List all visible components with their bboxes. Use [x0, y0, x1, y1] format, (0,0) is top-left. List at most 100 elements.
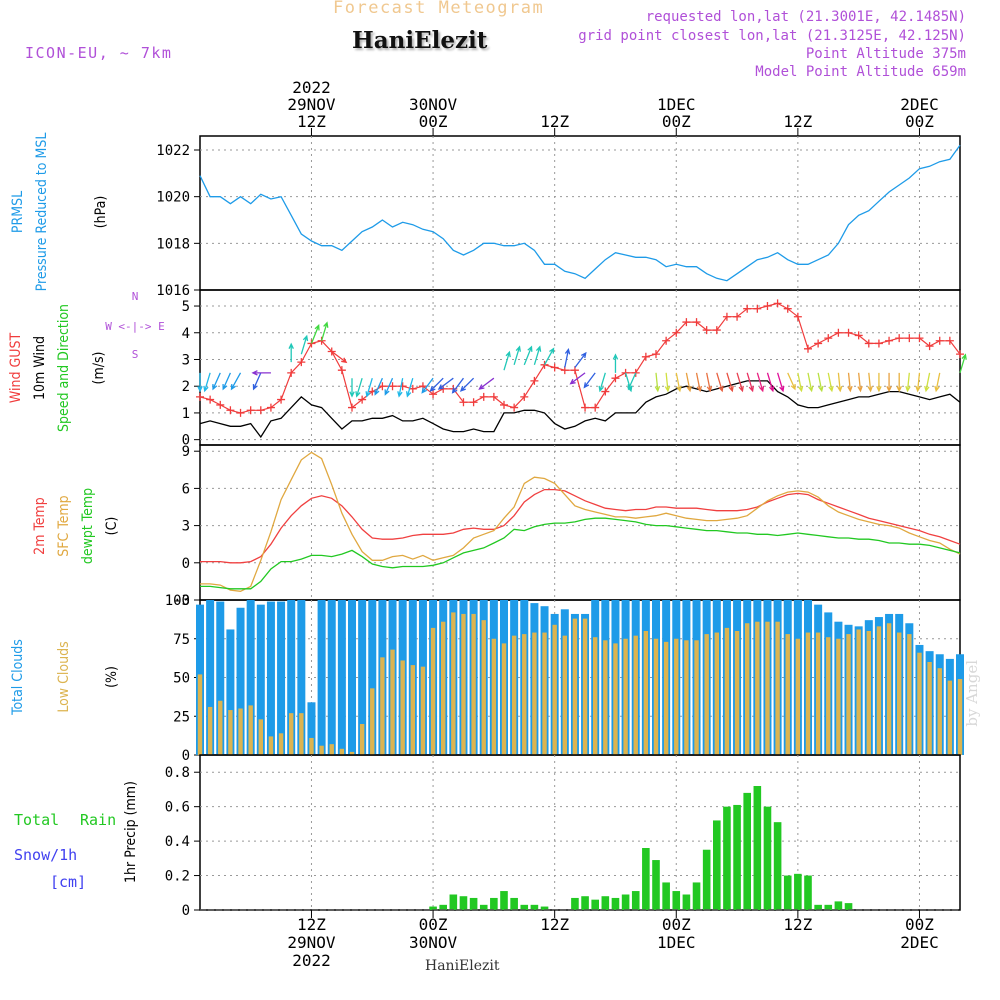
low-cloud-bar [390, 649, 395, 755]
y-tick-label: 0.4 [165, 834, 190, 850]
panel-frame [199, 444, 961, 601]
time-label-hour: 00Z [662, 112, 691, 131]
gust-marker [814, 339, 823, 348]
gust-marker [196, 392, 204, 401]
grid-point-coords: grid point closest lon,lat (21.3125E, 42… [578, 28, 966, 44]
total-cloud-bar [358, 600, 367, 755]
wind-direction-arrow [876, 372, 882, 393]
y-tick-label: 9 [182, 444, 190, 460]
gust-marker [915, 334, 924, 343]
wind-direction-arrow [478, 377, 495, 390]
pressure-label-long: Pressure Reduced to MSL [34, 133, 50, 292]
gust-marker [682, 318, 691, 327]
low-cloud-bar [633, 635, 638, 755]
gust-marker [854, 331, 863, 340]
low-cloud-bar [886, 623, 892, 755]
precip-panel: 0 0.2 0.4 0.6 0.8 [165, 754, 961, 919]
gust-marker [753, 304, 762, 313]
low-cloud-bar [562, 635, 567, 755]
wind-speed-line [199, 380, 961, 439]
low-cloud-bar [643, 631, 649, 755]
low-cloud-bar [866, 631, 871, 755]
precip-bar [611, 897, 620, 910]
gust-marker [864, 339, 873, 348]
wind-direction-arrow [429, 377, 444, 392]
wind-direction-arrow [905, 372, 911, 393]
y-tick-label: -3 [173, 593, 190, 609]
pressure-line [199, 144, 961, 282]
y-tick-label: 0.2 [165, 869, 190, 885]
low-cloud-bar [278, 733, 284, 755]
time-label-hour: 00Z [662, 915, 691, 934]
footer-station: HaniElezit [425, 958, 500, 974]
low-cloud-bar [907, 634, 912, 755]
precip-bar [794, 873, 802, 910]
temp-unit: (C) [104, 517, 120, 536]
wind-direction-arrow [837, 372, 843, 393]
wind-direction-arrow [934, 372, 941, 393]
time-label-hour: 00Z [905, 915, 934, 934]
gust-marker [540, 360, 549, 369]
wind-direction-arrow [583, 372, 596, 389]
panel-frame [199, 289, 961, 446]
panel-frame [199, 135, 961, 291]
y-tick-label: 75 [173, 632, 190, 648]
wind-direction-arrow [533, 345, 542, 366]
wind-direction-arrow [310, 324, 320, 344]
precip-bar [763, 806, 772, 910]
wind-direction-arrow [886, 372, 892, 393]
gust-marker [297, 358, 306, 367]
gust-marker [256, 406, 265, 415]
total-cloud-bar [256, 604, 265, 755]
wind-direction-arrow [574, 351, 587, 368]
gust-marker [874, 339, 883, 348]
low-cloud-bar [815, 632, 821, 755]
gust-marker [206, 395, 215, 404]
low-cloud-bar [370, 688, 375, 755]
low-cloud-bar [876, 626, 882, 755]
precip-bar [702, 849, 711, 910]
gust-marker [591, 403, 600, 412]
time-label-hour: 12Z [540, 915, 569, 934]
low-cloud-bar [359, 724, 365, 755]
low-cloud-bar [461, 613, 466, 755]
y-tick-label: 0 [182, 556, 190, 572]
precip-bar [621, 894, 630, 910]
low-cloud-bar [258, 719, 263, 755]
low-cloud-bar [745, 623, 750, 755]
total-cloud-bar [348, 600, 356, 755]
precip-bar [540, 906, 549, 910]
wind-direction-arrow [203, 372, 211, 393]
precip-bar [510, 897, 518, 910]
gust-marker [520, 392, 529, 401]
total-clouds-label: Total Clouds [10, 639, 26, 716]
precip-bar [631, 891, 640, 910]
low-cloud-bar [309, 737, 314, 755]
time-label-hour: 12Z [783, 112, 812, 131]
gust-marker [388, 382, 397, 391]
time-label-year: 2022 [292, 951, 331, 970]
wind-direction-arrow [459, 377, 475, 392]
time-label-hour: 12Z [783, 915, 812, 934]
pressure-label: PRMSL [10, 191, 26, 233]
gust-marker [662, 336, 671, 345]
low-cloud-bar [795, 638, 801, 755]
wind-direction-arrow [569, 372, 586, 385]
gust-marker [530, 376, 539, 385]
precip-bar [530, 904, 539, 910]
wind-direction-arrow [365, 378, 373, 398]
panel-labels: PRMSL Pressure Reduced to MSL (hPa) Wind GU… [8, 133, 165, 891]
precip-bar [591, 899, 599, 910]
gust-marker [570, 366, 579, 375]
low-cloud-bar [299, 713, 304, 755]
gust-marker [895, 334, 904, 343]
low-cloud-bar [420, 666, 426, 755]
low-cloud-bar [289, 713, 294, 755]
precip-bar [682, 894, 691, 910]
precip-bar [713, 820, 721, 910]
low-cloud-bar [228, 710, 233, 755]
time-label-date: 2DEC [900, 95, 939, 114]
wind-direction-arrow [598, 372, 606, 393]
